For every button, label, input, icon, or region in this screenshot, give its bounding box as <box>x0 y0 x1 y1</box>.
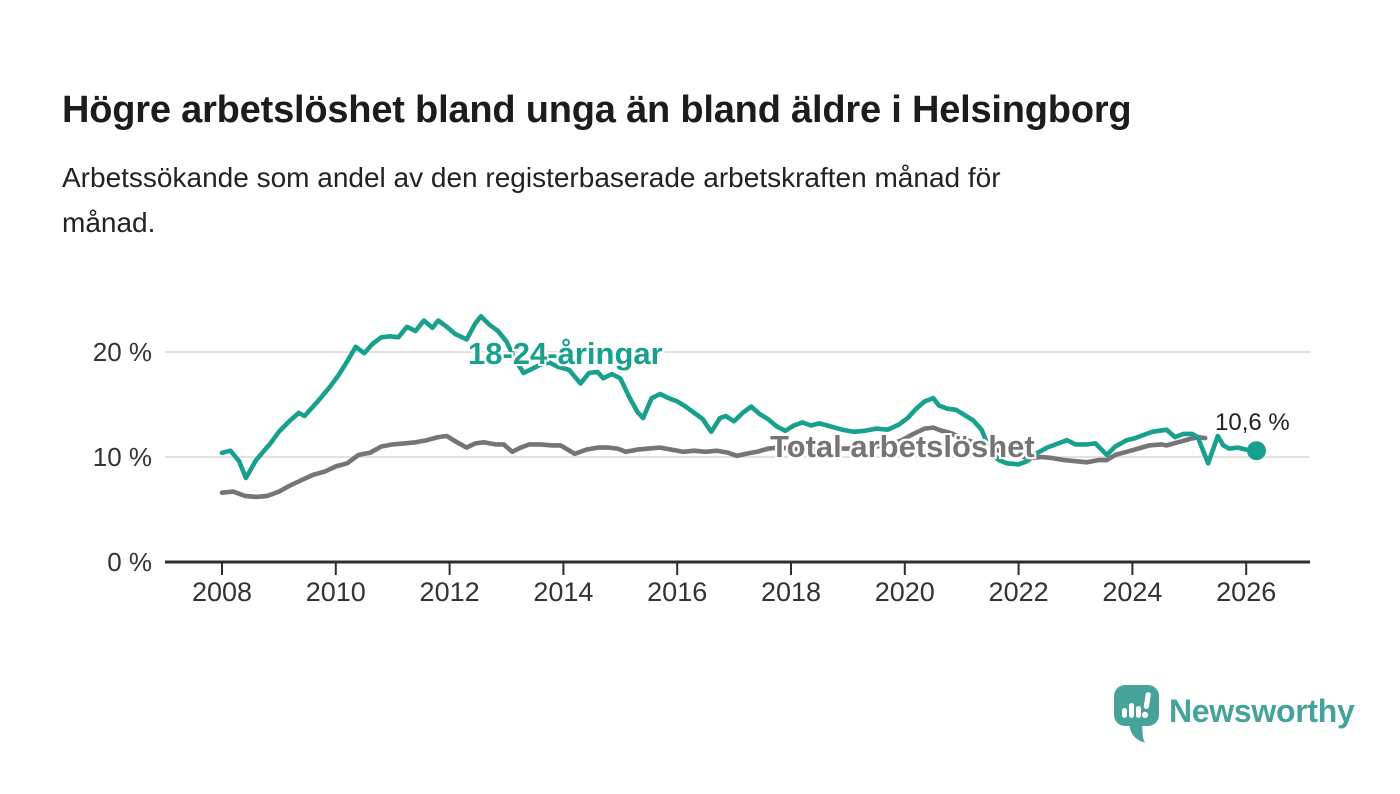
svg-text:2022: 2022 <box>989 577 1049 607</box>
newsworthy-brand-link[interactable]: Newsworthy <box>1113 684 1355 746</box>
bar-2 <box>1129 703 1134 718</box>
subtitle-line-2: månad. <box>62 206 156 238</box>
page-title: Högre arbetslöshet bland unga än bland ä… <box>62 89 1132 132</box>
svg-text:2012: 2012 <box>420 577 480 607</box>
subtitle-line-1: Arbetssökande som andel av den registerb… <box>62 162 1001 193</box>
newsworthy-logo-icon <box>1114 685 1159 743</box>
series-label-total-arbetsloshet: Total arbetslöshet <box>770 429 1035 464</box>
latest-value-label: 10,6 % <box>1215 409 1290 436</box>
svg-text:2010: 2010 <box>306 577 366 607</box>
brand-name: Newsworthy <box>1169 693 1355 729</box>
svg-text:20 %: 20 % <box>93 337 152 367</box>
bar-1 <box>1122 708 1127 718</box>
svg-text:2020: 2020 <box>875 577 935 607</box>
svg-text:0 %: 0 % <box>107 547 152 577</box>
svg-text:2018: 2018 <box>761 577 821 607</box>
chart-subtitle: Arbetssökande som andel av den registerb… <box>62 156 1322 246</box>
svg-text:2008: 2008 <box>192 577 252 607</box>
svg-text:2024: 2024 <box>1102 577 1162 607</box>
exclamation-mark <box>1141 692 1151 718</box>
svg-text:2016: 2016 <box>647 577 707 607</box>
svg-text:2014: 2014 <box>533 577 593 607</box>
series-label-18-24-aringar: 18-24-åringar <box>468 336 663 371</box>
bar-3 <box>1136 706 1141 718</box>
svg-text:2026: 2026 <box>1216 577 1276 607</box>
svg-text:10 %: 10 % <box>93 442 152 472</box>
